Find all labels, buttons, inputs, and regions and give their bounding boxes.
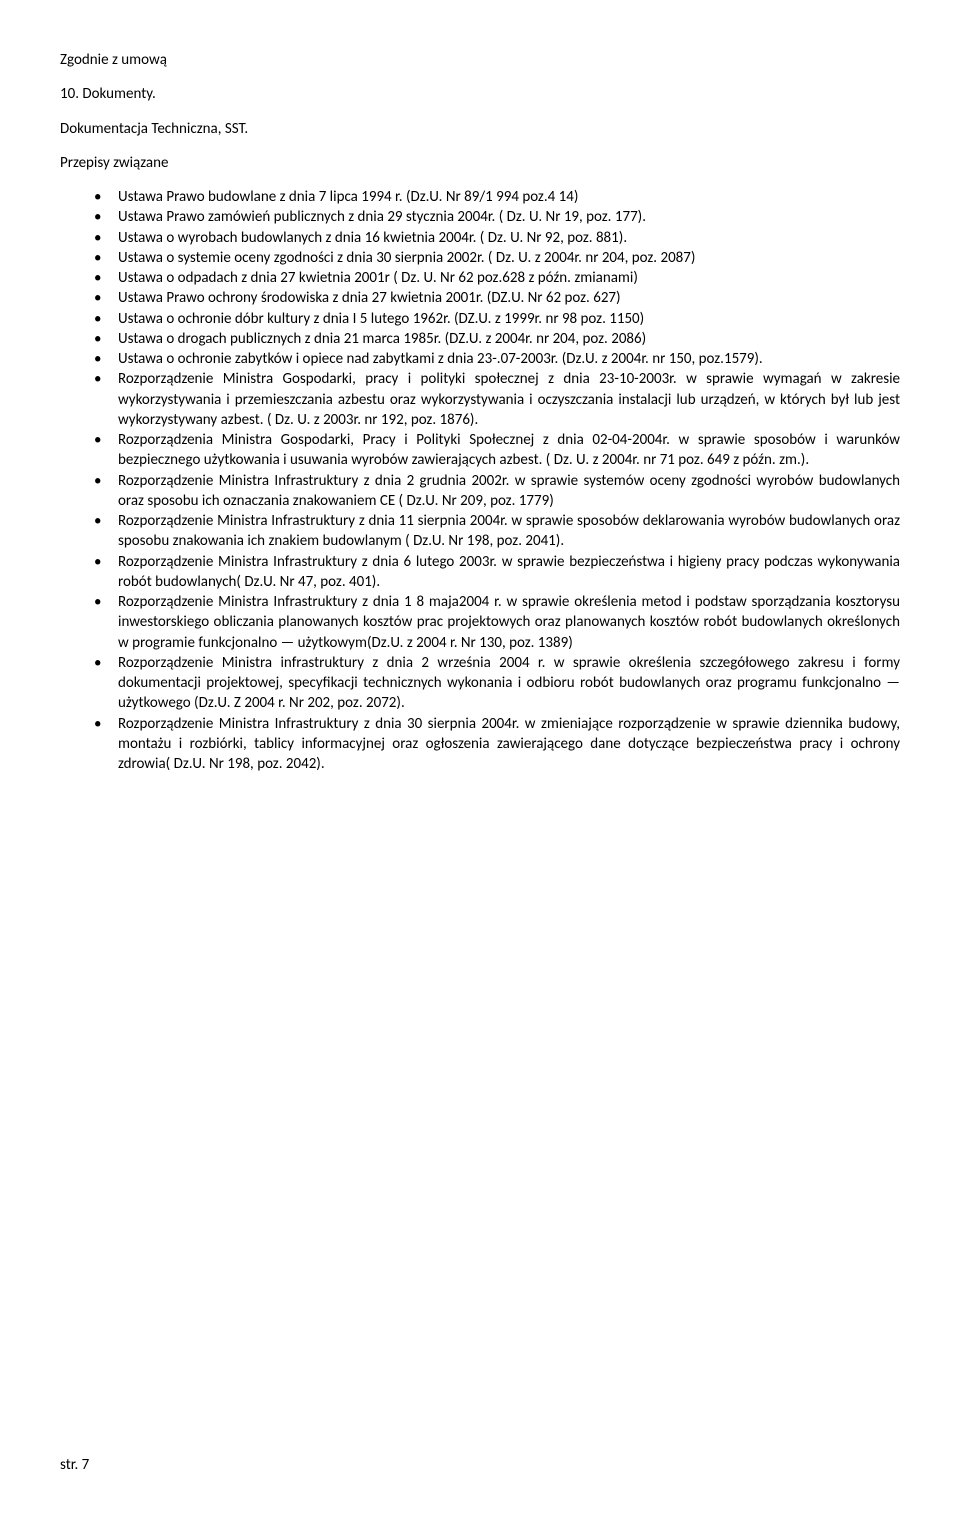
- list-item: Ustawa Prawo budowlane z dnia 7 lipca 19…: [90, 187, 900, 207]
- list-item: Ustawa o systemie oceny zgodności z dnia…: [90, 248, 900, 268]
- list-item: Rozporządzenia Ministra Gospodarki, Prac…: [90, 430, 900, 471]
- list-item: Rozporządzenie Ministra Gospodarki, prac…: [90, 369, 900, 430]
- list-item: Ustawa o ochronie zabytków i opiece nad …: [90, 349, 900, 369]
- list-item: Ustawa Prawo ochrony środowiska z dnia 2…: [90, 288, 900, 308]
- list-item: Rozporządzenie Ministra Infrastruktury z…: [90, 552, 900, 593]
- list-item: Ustawa o wyrobach budowlanych z dnia 16 …: [90, 228, 900, 248]
- page-footer: str. 7: [60, 1455, 89, 1475]
- related-title: Przepisy związane: [60, 153, 900, 173]
- list-item: Rozporządzenie Ministra infrastruktury z…: [90, 653, 900, 714]
- list-item: Rozporządzenie Ministra Infrastruktury z…: [90, 592, 900, 653]
- list-item: Ustawa Prawo zamówień publicznych z dnia…: [90, 207, 900, 227]
- doc-line: Dokumentacja Techniczna, SST.: [60, 119, 900, 139]
- list-item: Ustawa o odpadach z dnia 27 kwietnia 200…: [90, 268, 900, 288]
- list-item: Rozporządzenie Ministra Infrastruktury z…: [90, 511, 900, 552]
- intro-text: Zgodnie z umową: [60, 50, 900, 70]
- list-item: Ustawa o ochronie dóbr kultury z dnia I …: [90, 309, 900, 329]
- regulations-list: Ustawa Prawo budowlane z dnia 7 lipca 19…: [90, 187, 900, 774]
- list-item: Rozporządzenie Ministra Infrastruktury z…: [90, 471, 900, 512]
- list-item: Ustawa o drogach publicznych z dnia 21 m…: [90, 329, 900, 349]
- list-item: Rozporządzenie Ministra Infrastruktury z…: [90, 714, 900, 775]
- section-number: 10. Dokumenty.: [60, 84, 900, 104]
